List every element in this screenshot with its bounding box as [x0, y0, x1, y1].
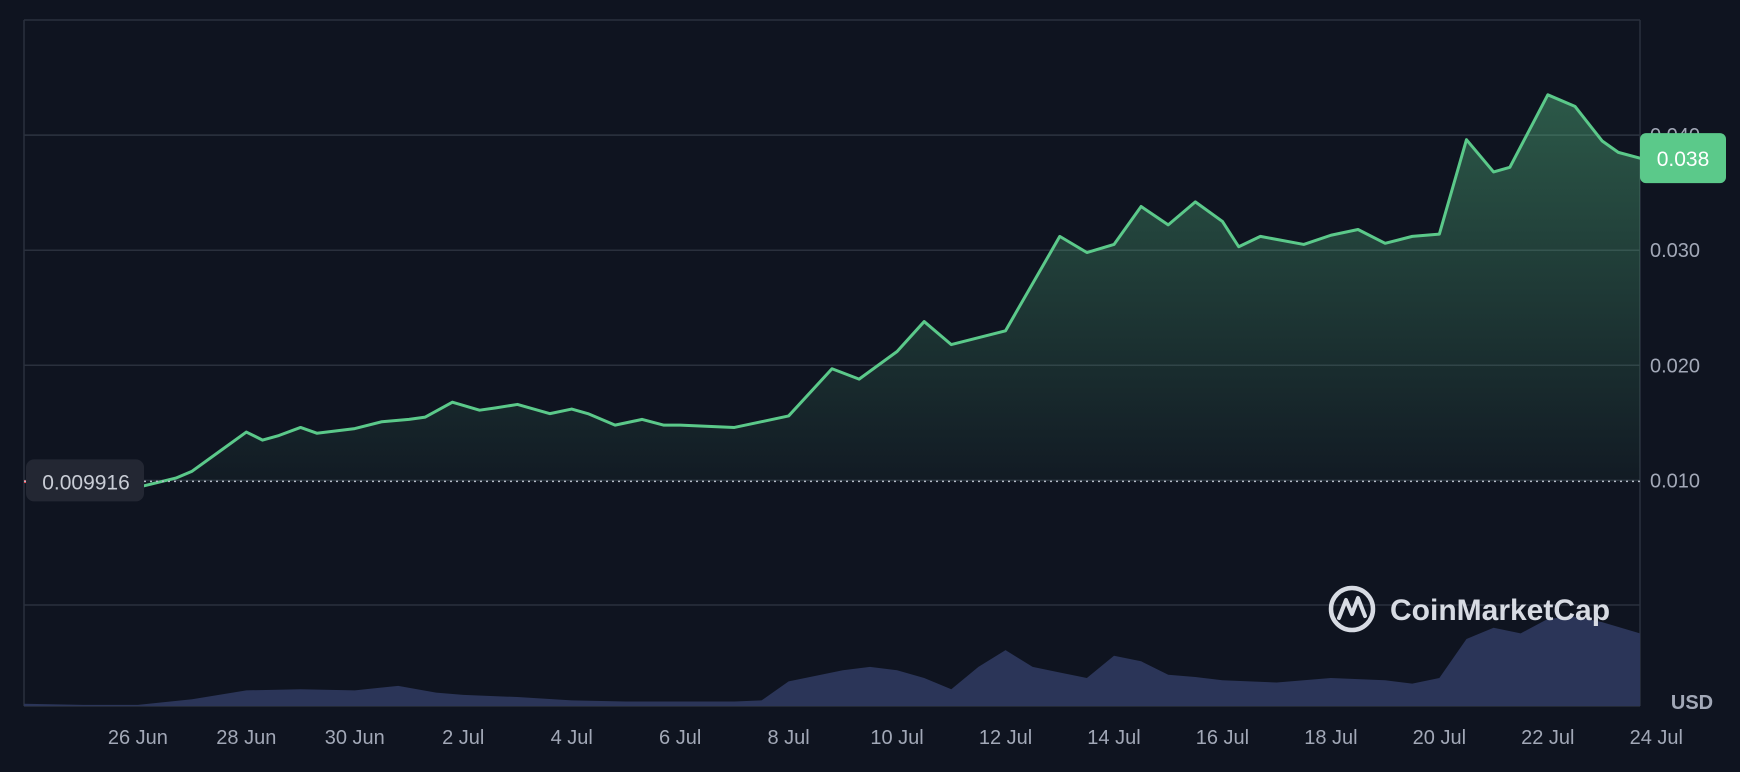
x-axis: 26 Jun 28 Jun 30 Jun 2 Jul 4 Jul 6 Jul 8 Jul 10…: [108, 727, 1683, 749]
coinmarketcap-logo-icon: [1328, 585, 1376, 633]
brand-name: CoinMarketCap: [1390, 594, 1610, 627]
y-tick-label: 0.030: [1650, 240, 1700, 262]
x-tick-label: 14 Jul: [1087, 727, 1140, 749]
x-tick-label: 2 Jul: [442, 727, 484, 749]
x-tick-label: 4 Jul: [551, 727, 593, 749]
x-tick-label: 24 Jul: [1630, 727, 1683, 749]
x-tick-label: 8 Jul: [767, 727, 809, 749]
current-price-badge: 0.038: [1640, 133, 1726, 184]
baseline-label: 0.009916: [26, 459, 144, 502]
x-tick-label: 20 Jul: [1413, 727, 1466, 749]
volume-area: [24, 616, 1640, 706]
current-price-badge-background: [1640, 133, 1726, 184]
current-price-value: 0.038: [1657, 148, 1710, 171]
y-tick-label: 0.010: [1650, 470, 1700, 492]
x-tick-label: 18 Jul: [1304, 727, 1357, 749]
x-tick-label: 16 Jul: [1196, 727, 1249, 749]
currency-label: USD: [1671, 692, 1713, 714]
x-tick-label: 12 Jul: [979, 727, 1032, 749]
x-tick-label: 6 Jul: [659, 727, 701, 749]
volume-series: [24, 616, 1640, 706]
x-tick-label: 10 Jul: [870, 727, 923, 749]
x-tick-label: 30 Jun: [325, 727, 385, 749]
x-tick-label: 26 Jun: [108, 727, 168, 749]
baseline-label-background: [26, 459, 144, 502]
x-tick-label: 22 Jul: [1521, 727, 1574, 749]
y-tick-label: 0.020: [1650, 355, 1700, 377]
brand-watermark: CoinMarketCap: [1328, 585, 1610, 633]
baseline-value: 0.009916: [42, 471, 130, 494]
x-tick-label: 28 Jun: [216, 727, 276, 749]
price-area-fill: [137, 94, 1640, 488]
price-line: [136, 93, 1640, 489]
